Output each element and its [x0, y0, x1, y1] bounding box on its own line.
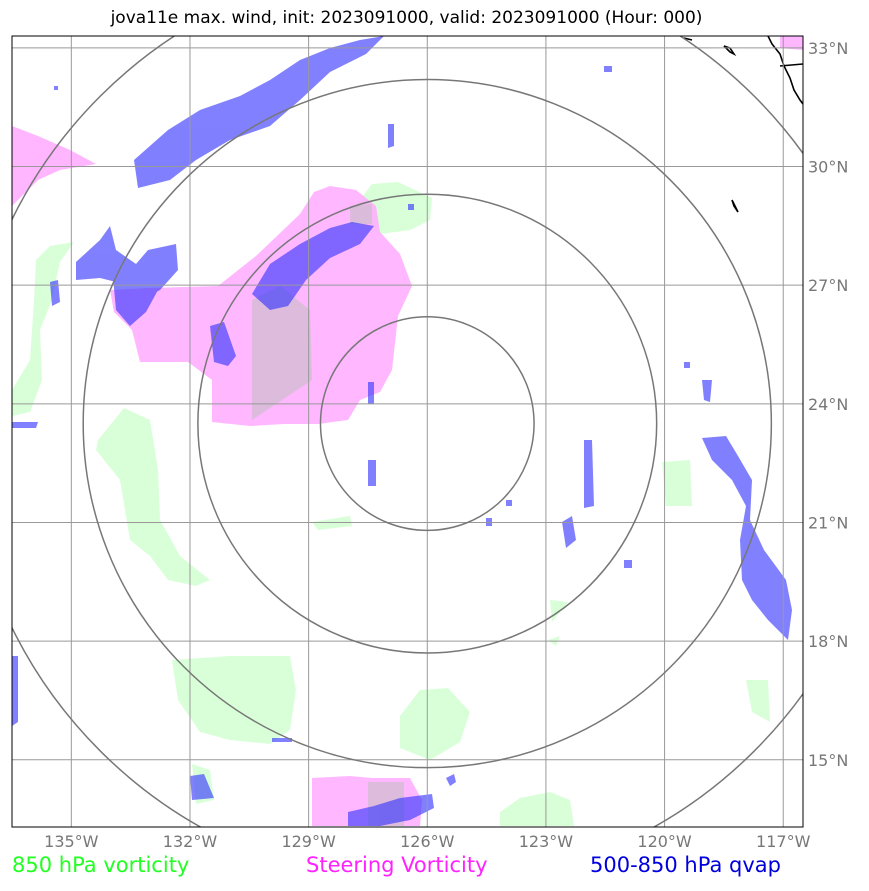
qvap-layer — [12, 36, 792, 826]
gridlines — [12, 36, 803, 827]
vorticity-850-patch — [172, 656, 296, 744]
legend-vorticity-850: 850 hPa vorticity — [12, 853, 190, 877]
qvap-patch — [12, 422, 38, 428]
latitude-tick-label: 15°N — [808, 751, 848, 770]
legend-qvap: 500-850 hPa qvap — [590, 853, 781, 877]
latitude-tick-label: 27°N — [808, 276, 848, 295]
vorticity-850-patch — [12, 242, 74, 416]
qvap-patch — [54, 86, 58, 90]
latitude-labels: 15°N 18°N 21°N 24°N 27°N 30°N 33°N — [808, 39, 848, 770]
latitude-tick-label: 33°N — [808, 39, 848, 58]
vorticity-850-patch — [500, 792, 574, 826]
qvap-patch — [348, 794, 434, 826]
qvap-patch — [702, 436, 792, 640]
legend-steering-vorticity: Steering Vorticity — [306, 853, 488, 877]
coastline-segment — [731, 199, 739, 213]
coastline-segment — [723, 45, 737, 57]
overlap-patch — [350, 204, 372, 224]
vorticity-850-patch — [662, 460, 692, 506]
range-ring — [82, 78, 773, 769]
qvap-patch — [584, 440, 594, 508]
coastline-segment — [779, 63, 803, 67]
qvap-patch — [684, 362, 690, 368]
vorticity-850-patch — [400, 688, 470, 760]
qvap-patch — [272, 738, 292, 742]
qvap-patch — [12, 656, 18, 726]
qvap-patch — [368, 382, 374, 404]
longitude-tick-label: 132°W — [163, 832, 218, 851]
qvap-patch — [624, 560, 632, 568]
longitude-tick-label: 123°W — [519, 832, 574, 851]
qvap-patch — [252, 222, 374, 310]
longitude-tick-label: 117°W — [756, 832, 811, 851]
qvap-patch — [112, 266, 158, 326]
longitude-labels: 135°W 132°W 129°W 126°W 123°W 120°W 117°W — [44, 832, 810, 851]
latitude-tick-label: 18°N — [808, 632, 848, 651]
qvap-patch — [702, 380, 712, 402]
latitude-tick-label: 21°N — [808, 513, 848, 532]
qvap-patch — [388, 124, 394, 148]
qvap-patch — [190, 774, 214, 800]
coastline-segment — [683, 37, 693, 41]
longitude-tick-label: 120°W — [637, 832, 692, 851]
longitude-tick-label: 129°W — [281, 832, 336, 851]
qvap-patch — [50, 280, 60, 306]
qvap-patch — [562, 516, 576, 548]
range-ring — [197, 193, 658, 654]
coastline-segment — [767, 36, 803, 105]
qvap-patch — [76, 226, 178, 300]
latitude-tick-label: 24°N — [808, 395, 848, 414]
qvap-patch — [368, 460, 376, 486]
map-title: jova11e max. wind, init: 2023091000, val… — [110, 8, 703, 28]
overlap-patch — [252, 286, 312, 420]
vorticity-850-patch — [96, 408, 210, 586]
steering-vorticity-patch — [12, 126, 96, 206]
longitude-tick-label: 126°W — [400, 832, 455, 851]
latitude-tick-label: 30°N — [808, 158, 848, 177]
range-ring — [319, 316, 535, 532]
map-frame — [11, 35, 804, 828]
qvap-patch — [446, 774, 456, 786]
longitude-tick-label: 135°W — [44, 832, 99, 851]
qvap-patch — [506, 500, 512, 506]
steering-vorticity-patch — [780, 36, 803, 50]
qvap-patch — [408, 204, 414, 210]
vorticity-850-patch — [312, 516, 352, 530]
coastline — [683, 36, 803, 213]
vorticity-850-patch — [746, 680, 770, 722]
qvap-patch — [134, 36, 384, 188]
qvap-patch — [604, 66, 612, 72]
